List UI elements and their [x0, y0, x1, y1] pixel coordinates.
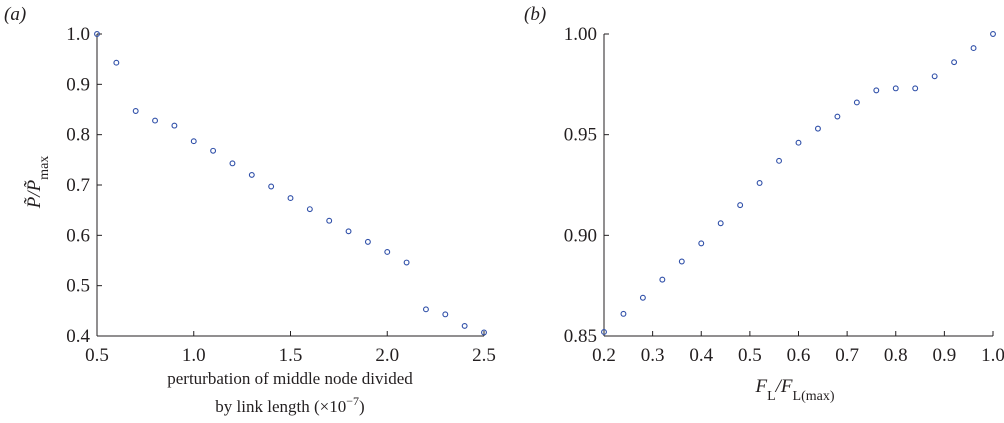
panel-b-data-point	[814, 125, 821, 132]
panel-a-y-label-main: P̃/P̃	[24, 179, 45, 209]
panel-a-data-point	[481, 329, 487, 336]
panel-a-y-label-sub: max	[37, 156, 52, 180]
panel-b-x-tick-label: 1.0	[981, 345, 1004, 366]
panel-a-x-tick-label: 1.0	[182, 345, 206, 366]
panel-b-x-tick-label: 0.3	[641, 345, 665, 366]
panel-a-y-tick-label: 0.6	[66, 225, 90, 246]
panel-b-x-ticks: 0.2 0.3 0.4 0.5 0.6 0.7 0.8 0.9 1.0	[592, 331, 1004, 366]
panel-a-data-point	[384, 248, 391, 255]
panel-b-x-label-mid: /F	[775, 376, 793, 397]
panel-a-y-tick-label: 0.7	[66, 175, 90, 196]
panel-a-data-point	[190, 138, 197, 145]
panel-b-x-tick-label: 0.2	[592, 345, 616, 366]
panel-b-x-label-main: F	[754, 376, 767, 397]
panel-b-data-point	[853, 99, 860, 106]
panel-b-data-point	[620, 310, 627, 317]
panel-b-x-label-sub1: L	[767, 389, 776, 404]
panel-a-x-tick-label: 2.5	[472, 345, 496, 366]
panel-a-y-ticks: 0.4 0.5 0.6 0.7 0.8 0.9 1.0	[66, 24, 102, 347]
panel-a-x-tick-label: 1.5	[279, 345, 303, 366]
panel-b-data-point	[931, 73, 938, 80]
panel-a-data-point	[229, 160, 236, 167]
panel-a-y-axis-label: P̃/P̃max	[24, 156, 52, 210]
panel-b-data-point	[912, 85, 919, 92]
panel-a-x-label-close: )	[359, 397, 365, 416]
panel-a-x-ticks: 0.5 1.0 1.5 2.0 2.5	[85, 331, 496, 366]
panel-b-y-tick-label: 1.00	[564, 24, 597, 45]
panel-b-x-tick-label: 0.7	[835, 345, 859, 366]
panel-a-data-point	[345, 228, 352, 235]
panel-b-data-point	[698, 240, 705, 247]
panel-a-points	[94, 31, 487, 336]
panel-b-x-tick-label: 0.8	[884, 345, 908, 366]
panel-b-x-tick-label: 0.5	[738, 345, 762, 366]
panel-a-x-axis-label-line2: by link length (×10−7)	[215, 394, 364, 416]
panel-b-data-point	[639, 294, 646, 301]
panel-a-y-tick-label: 0.9	[66, 74, 90, 95]
panel-b-y-tick-label: 0.85	[564, 326, 597, 347]
panel-a-data-point	[210, 147, 217, 154]
panel-a-y-tick-label: 1.0	[66, 24, 90, 45]
panel-b-data-point	[892, 85, 899, 92]
panel-b-data-point	[795, 139, 802, 146]
panel-a-data-point	[171, 122, 178, 129]
panel-a-y-tick-label: 0.4	[66, 326, 90, 347]
panel-b-x-tick-label: 0.6	[787, 345, 811, 366]
panel-b-data-point	[970, 45, 977, 52]
panel-a: (a) 0.40.50.60.70.80.91.0 0.5 1.0 1.5 2.0 2.…	[4, 4, 496, 416]
panel-a-x-tick-label: 2.0	[375, 345, 399, 366]
panel-b-label: (b)	[524, 4, 546, 25]
panel-a-data-point	[132, 108, 139, 114]
panel-b-data-point	[659, 276, 666, 283]
panel-b-data-point	[834, 113, 841, 120]
panel-b-data-point	[756, 180, 763, 186]
panel-a-data-point	[461, 322, 468, 329]
panel-b-data-point	[873, 87, 880, 94]
panel-a-data-point	[306, 206, 313, 213]
panel-b-data-point	[776, 157, 782, 164]
panel-b-points	[601, 31, 996, 335]
panel-b-data-point	[717, 220, 724, 227]
panel-b-x-label-sub2: L(max)	[793, 389, 835, 404]
panel-a-data-point	[364, 238, 371, 245]
panel-a-x-label-text: by link length (×10	[215, 397, 346, 416]
panel-b-x-axis-label: FL/FL(max)	[754, 376, 834, 404]
panel-a-data-point	[403, 259, 410, 266]
panel-b-data-point	[990, 31, 996, 37]
panel-b-x-tick-label: 0.9	[933, 345, 957, 366]
panel-b-y-tick-label: 0.95	[564, 125, 597, 146]
panel-a-x-axis-label-line1: perturbation of middle node divided	[167, 369, 413, 388]
panel-a-y-tick-label: 0.8	[66, 125, 90, 146]
panel-a-data-point	[152, 117, 159, 124]
panel-b-data-point	[737, 202, 744, 209]
panel-b-y-ticks: 0.85 0.90 0.95 1.00	[564, 24, 609, 347]
panel-b-y-tick-label: 0.90	[564, 225, 597, 246]
panel-a-x-label-exp: −7	[346, 394, 359, 408]
panel-b-x-tick-label: 0.4	[689, 345, 713, 366]
panel-a-x-tick-label: 0.5	[85, 345, 109, 366]
panel-b-data-point	[951, 59, 958, 66]
panel-b: (b) 0.850.900.951.00 0.2 0.3 0.4 0.5 0.6 0.7 0…	[524, 4, 1004, 404]
panel-a-data-point	[113, 59, 120, 66]
panel-a-data-point	[423, 306, 429, 313]
panel-a-data-point	[94, 31, 100, 37]
panel-a-data-point	[268, 183, 275, 190]
panel-b-data-point	[678, 258, 685, 265]
panel-a-data-point	[287, 195, 294, 202]
panel-a-label: (a)	[4, 4, 26, 25]
panel-a-data-point	[248, 171, 255, 178]
panel-b-data-point	[601, 329, 607, 335]
panel-a-data-point	[442, 311, 449, 318]
panel-a-data-point	[326, 217, 333, 224]
panel-a-y-tick-label: 0.5	[66, 276, 90, 297]
